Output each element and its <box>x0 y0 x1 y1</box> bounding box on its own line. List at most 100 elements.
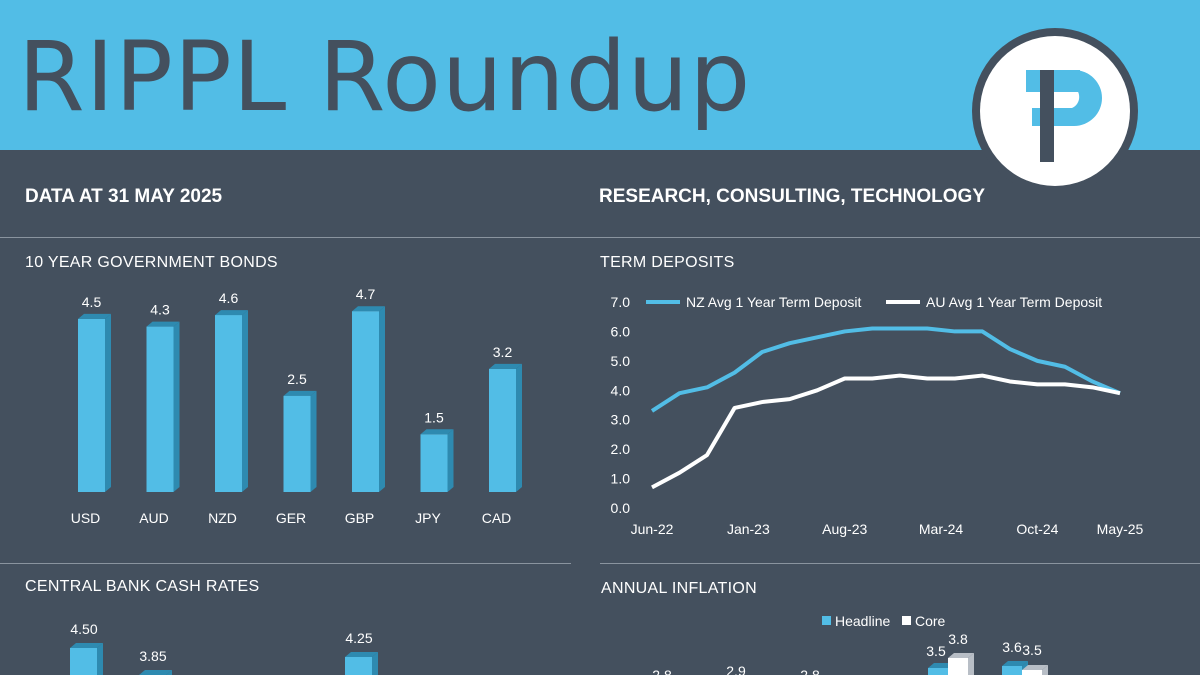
bar-jpy <box>420 429 454 492</box>
data-label: 4.25 <box>345 630 372 646</box>
cash-rates-section-title: CENTRAL BANK CASH RATES <box>25 578 260 595</box>
tick-label: GER <box>276 510 306 526</box>
data-label: 3.5 <box>926 643 946 659</box>
tick-label: JPY <box>415 510 441 526</box>
legend-entry: Core <box>915 613 946 629</box>
bonds-section-title: 10 YEAR GOVERNMENT BONDS <box>25 254 278 271</box>
x-tick-label: Jun-22 <box>631 521 674 537</box>
bar-cad-top <box>489 363 522 369</box>
bar-nzd-front <box>215 315 242 492</box>
legend-entry: Headline <box>835 613 890 629</box>
inflation-bar-headline-top <box>1002 661 1028 666</box>
bar-aud-front <box>146 326 174 492</box>
cash-rate-bar <box>345 652 378 675</box>
data-label: 4.50 <box>70 621 97 637</box>
x-tick-label: Jan-23 <box>727 521 770 537</box>
y-tick-label: 7.0 <box>611 294 631 310</box>
page-title: RIPPL Roundup <box>18 21 752 133</box>
data-label: 3.6 <box>1002 639 1022 655</box>
bar-usd-side <box>105 313 111 492</box>
inflation-bar-headline-front <box>928 668 948 675</box>
tick-label: GBP <box>345 510 375 526</box>
tick-label: USD <box>71 510 101 526</box>
data-label: 1.5 <box>424 409 444 425</box>
bar-usd <box>78 313 111 492</box>
rippl-logo-mark-icon <box>1026 70 1102 162</box>
cash-rate-bar-side <box>97 643 103 675</box>
bar-jpy-front <box>420 434 448 492</box>
divider <box>0 237 1200 238</box>
data-label: 4.6 <box>219 290 239 306</box>
bar-gbp-top <box>352 306 385 312</box>
x-tick-label: Oct-24 <box>1016 521 1058 537</box>
y-tick-label: 0.0 <box>611 500 631 516</box>
bar-jpy-top <box>420 429 454 435</box>
cash-rate-bar-top <box>70 643 103 648</box>
inflation-bar-core-top <box>948 653 974 658</box>
series-line-au <box>651 373 1121 490</box>
bar-cad-front <box>489 368 516 492</box>
bar-nzd <box>215 310 248 492</box>
cash-rate-bar-front <box>345 657 372 675</box>
bar-gbp-side <box>379 306 385 492</box>
bar-ger-side <box>310 390 317 492</box>
data-label: 4.7 <box>356 286 376 302</box>
data-label: 3.5 <box>1022 642 1042 658</box>
y-tick-label: 3.0 <box>611 412 631 428</box>
tick-label: NZD <box>208 510 237 526</box>
inflation-bar-core-front <box>948 658 968 675</box>
cash-rate-bar-top <box>139 670 172 675</box>
y-tick-label: 2.0 <box>611 441 631 457</box>
bar-gbp-front <box>352 311 379 492</box>
bar-ger-top <box>283 390 317 396</box>
legend-entry: NZ Avg 1 Year Term Deposit <box>686 294 861 310</box>
divider <box>600 563 1200 564</box>
bar-gbp <box>352 306 385 492</box>
term-deposits-chart: 0.0 1.0 2.0 3.0 4.0 5.0 6.0 7.0 Jun-22 Jan-23 Aug-… <box>611 294 1144 537</box>
bar-jpy-side <box>447 429 454 492</box>
tagline-heading: RESEARCH, CONSULTING, TECHNOLOGY <box>599 186 985 207</box>
bar-nzd-side <box>242 310 248 492</box>
tick-label: AUD <box>139 510 169 526</box>
data-date-heading: DATA AT 31 MAY 2025 <box>25 186 223 207</box>
inflation-bar-core <box>1022 665 1048 675</box>
series-line-nz <box>650 326 1121 413</box>
data-label: 2.5 <box>287 371 307 387</box>
cash-rate-bar-side <box>372 652 378 675</box>
bar-usd-front <box>78 318 105 492</box>
legend-swatch <box>902 616 911 625</box>
cash-rate-bar <box>70 643 103 675</box>
bar-aud-top <box>146 321 180 327</box>
bar-aud <box>146 321 180 492</box>
inflation-bar-core-side <box>968 653 974 675</box>
cash-rate-bar-top <box>345 652 378 657</box>
data-label: 4.3 <box>150 302 170 318</box>
bar-ger-front <box>283 395 311 492</box>
inflation-bar-headline-top <box>928 663 954 668</box>
inflation-bar-core-side <box>1042 665 1048 675</box>
term-deposits-section-title: TERM DEPOSITS <box>600 254 735 271</box>
legend-swatch <box>822 616 831 625</box>
cash-rate-bar-front <box>70 648 97 675</box>
bar-cad <box>489 363 522 492</box>
data-label: 3.8 <box>948 631 968 647</box>
bar-cad-side <box>516 363 522 492</box>
inflation-bar-core-top <box>1022 665 1048 670</box>
legend-entry: AU Avg 1 Year Term Deposit <box>926 294 1102 310</box>
bonds-chart: 4.5 USD 4.3 AUD 4.6 NZD 2.5 GER 4.7 GBP 1.5 JPY 3.2 C… <box>71 286 522 526</box>
y-tick-label: 4.0 <box>611 382 631 398</box>
inflation-bar-core-front <box>1022 670 1042 675</box>
inflation-section-title: ANNUAL INFLATION <box>601 580 757 597</box>
data-label: 3.2 <box>493 344 513 360</box>
x-tick-label: Aug-23 <box>822 521 867 537</box>
rippl-logo <box>972 28 1138 194</box>
x-tick-label: Mar-24 <box>919 521 964 537</box>
y-tick-label: 5.0 <box>611 353 631 369</box>
cash-rates-chart: 4.50 3.85 4.25 <box>70 621 378 675</box>
y-tick-label: 6.0 <box>611 323 631 339</box>
inflation-bar-core <box>948 653 974 675</box>
data-label: 3.85 <box>139 648 166 664</box>
x-tick-label: May-25 <box>1097 521 1144 537</box>
data-label: 2.9 <box>726 663 746 675</box>
